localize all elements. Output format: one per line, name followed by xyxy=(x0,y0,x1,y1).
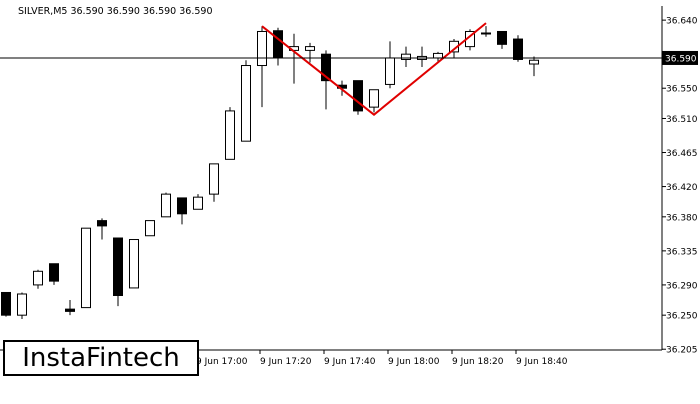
candle xyxy=(209,163,219,202)
candle-body-bull xyxy=(241,65,251,142)
y-tick-label: 36.465 xyxy=(666,149,698,159)
y-tick-label: 36.420 xyxy=(666,183,698,193)
x-tick-label: 9 Jun 18:40 xyxy=(516,357,568,367)
candle xyxy=(321,50,331,110)
candle-body-bear xyxy=(273,30,283,59)
candle-body-bear xyxy=(49,263,59,282)
candle-body-bull xyxy=(305,46,315,51)
y-tick-label: 36.510 xyxy=(666,115,698,125)
pattern-layer xyxy=(261,22,487,116)
y-tick-label: 36.550 xyxy=(666,85,698,95)
double-top-pattern-line xyxy=(261,22,487,116)
candle xyxy=(129,239,139,289)
candle xyxy=(305,42,315,63)
candle xyxy=(33,269,43,289)
candle-body-bull xyxy=(225,110,235,160)
candle xyxy=(161,192,171,218)
candle xyxy=(513,35,523,62)
candle-body-bear xyxy=(513,38,523,60)
candle-body-bear xyxy=(65,308,75,312)
candle xyxy=(401,46,411,68)
x-tick-label: 9 Jun 17:00 xyxy=(196,357,248,367)
candle-body-bull xyxy=(17,293,27,316)
candle-body-bull xyxy=(193,196,203,210)
candles-layer xyxy=(1,26,539,319)
candle-body-bull xyxy=(257,30,267,67)
candle xyxy=(81,227,91,309)
candle-body-bull xyxy=(529,59,539,65)
chart-header: SILVER,M5 36.590 36.590 36.590 36.590 xyxy=(18,6,213,17)
candle-body-bull xyxy=(33,270,43,286)
instafintech-logo: InstaFintech xyxy=(3,340,199,376)
y-tick-label: 36.335 xyxy=(666,247,698,257)
candle xyxy=(257,26,267,108)
candle-body-bear xyxy=(113,237,123,297)
candle-body-bull xyxy=(369,89,379,108)
y-tick-label: 36.640 xyxy=(666,17,698,27)
candle-body-bear xyxy=(1,291,11,316)
candle-body-bull xyxy=(129,239,139,289)
candle xyxy=(369,89,379,113)
candle xyxy=(65,300,75,316)
candle-body-bear xyxy=(353,80,363,112)
y-tick-label: 36.205 xyxy=(666,346,698,356)
candle xyxy=(241,60,251,142)
y-tick-label: 36.250 xyxy=(666,312,698,322)
candle xyxy=(17,292,27,319)
x-tick-label: 9 Jun 18:00 xyxy=(388,357,440,367)
candle xyxy=(481,26,491,37)
current-price-label-text: 36.590 xyxy=(665,54,697,64)
candle-body-bull xyxy=(161,193,171,218)
candle xyxy=(225,107,235,160)
candle-body-bull xyxy=(385,57,395,85)
current-price-label: 36.590 xyxy=(662,50,698,65)
candle-body-bear xyxy=(321,53,331,82)
y-tick-label: 36.290 xyxy=(666,281,698,291)
candle-body-bear xyxy=(97,220,107,227)
candle xyxy=(193,194,203,210)
candle xyxy=(529,56,539,77)
x-tick-label: 9 Jun 17:40 xyxy=(324,357,376,367)
candle xyxy=(177,197,187,225)
current-price-label-bg xyxy=(662,50,698,65)
candle xyxy=(113,237,123,307)
candle xyxy=(97,218,107,240)
candle-body-bull xyxy=(433,52,443,59)
candle xyxy=(1,291,11,317)
x-tick-label: 9 Jun 17:20 xyxy=(260,357,312,367)
candle-body-bull xyxy=(209,163,219,195)
candle-body-bear xyxy=(497,30,507,45)
candle-body-bull xyxy=(401,53,411,60)
candle-body-bull xyxy=(81,227,91,309)
candle xyxy=(497,30,507,49)
candle-body-bull xyxy=(481,32,491,35)
candle-body-bull xyxy=(145,220,155,237)
y-tick-label: 36.380 xyxy=(666,213,698,223)
candle-body-bear xyxy=(177,197,187,215)
candle xyxy=(353,80,363,115)
x-tick-label: 9 Jun 18:20 xyxy=(452,357,504,367)
logo-text: InstaFintech xyxy=(22,343,180,373)
candle xyxy=(49,263,59,285)
candle xyxy=(145,220,155,237)
